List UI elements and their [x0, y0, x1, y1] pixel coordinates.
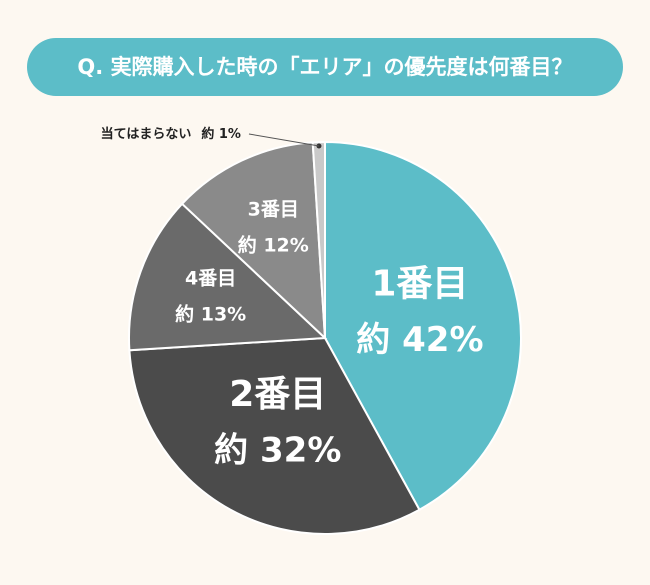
slice-category-label: 4番目 [185, 267, 236, 289]
leader-line [248, 133, 320, 147]
chart-title: Q. 実際購入した時の「エリア」の優先度は何番目？ [77, 55, 572, 79]
pie-slice [311, 140, 326, 339]
outside-value-label: 約 1% [201, 126, 241, 142]
outside-label: 当てはまらない約 1% [101, 126, 241, 142]
slice-category-label: 2番目 [229, 374, 326, 415]
slice-value-label: 約 42% [356, 320, 483, 360]
slice-category-label: 1番目 [371, 264, 468, 305]
pie-slice [128, 336, 421, 535]
pie-slice [128, 202, 328, 352]
slice-value-label: 約 13% [175, 302, 246, 325]
title-pill [27, 38, 623, 96]
slice-value-label: 約 12% [238, 234, 309, 257]
pie-slice [324, 140, 522, 512]
slice-value-label: 約 32% [214, 430, 341, 470]
slice-category-label: 3番目 [248, 199, 299, 221]
outside-category-label: 当てはまらない [101, 126, 192, 142]
